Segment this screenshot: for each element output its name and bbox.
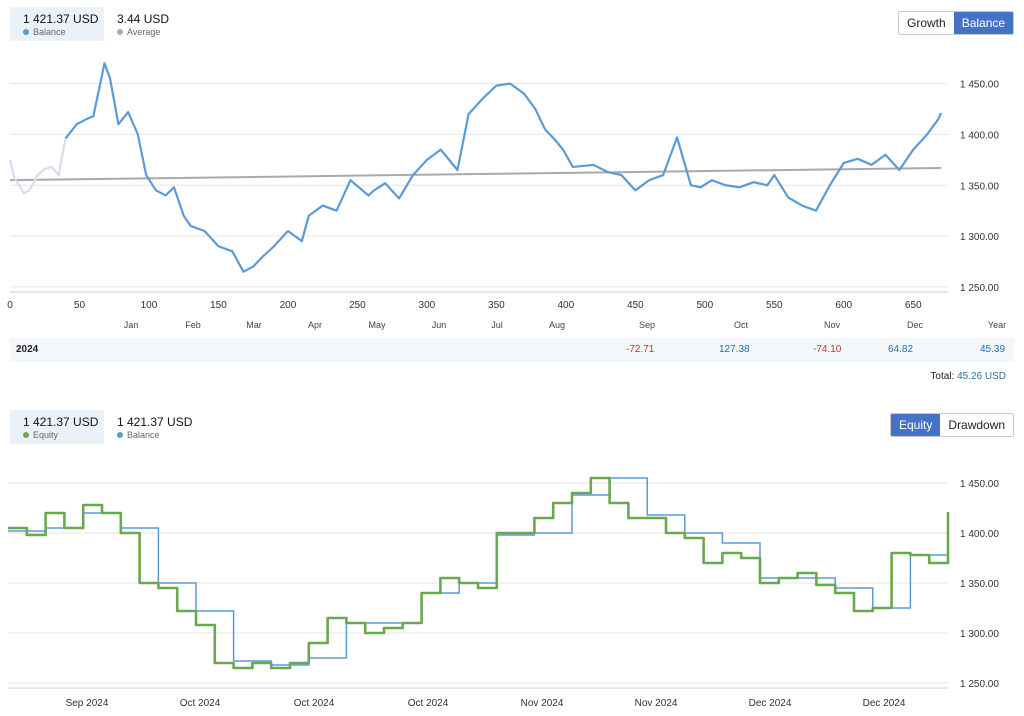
balance-chart: 1 250.00 1 300.00 1 350.00 1 400.00 1 450.00…: [7, 62, 1006, 330]
y-tick-label: 1 350.00: [960, 579, 999, 590]
balance2-dot-icon: [117, 431, 123, 438]
average-legend-value: 3.44 USD: [117, 12, 170, 26]
x-tick-label: 650: [905, 300, 922, 311]
month-label: Aug: [549, 320, 565, 330]
growth-balance-toggle: Growth Balance: [898, 11, 1015, 35]
x-date-label: Nov 2024: [521, 698, 564, 709]
month-label: Nov: [824, 320, 841, 330]
total-label: Total:: [930, 371, 955, 382]
x-date-label: Dec 2024: [863, 698, 906, 709]
y-tick-label: 1 450.00: [960, 80, 999, 91]
summary-dec-value: 64.82: [888, 344, 914, 355]
y-tick-label: 1 350.00: [960, 181, 999, 192]
average-dot-icon: [117, 28, 123, 35]
x-tick-label: 550: [766, 300, 783, 311]
average-line: [9, 166, 942, 182]
equity-chart: 1 250.00 1 300.00 1 350.00 1 400.00 1 450.00…: [8, 476, 999, 709]
total-value: 45.26 USD: [957, 371, 1006, 382]
balance-legend-value: 1 421.37 USD: [23, 12, 99, 26]
x-tick-label: 400: [558, 300, 575, 311]
month-label: Mar: [246, 320, 262, 330]
summary-year-value: 45.39: [980, 344, 1006, 355]
y-tick-label: 1 300.00: [960, 232, 999, 243]
y-tick-label: 1 250.00: [960, 679, 999, 690]
x-tick-label: 0: [7, 300, 13, 311]
y-tick-label: 1 400.00: [960, 130, 999, 141]
total-row: Total: 45.26 USD: [930, 371, 1006, 382]
month-label: Apr: [308, 320, 322, 330]
yearly-summary-row: 2024 -72.71 127.38 -74.10 64.82 45.39: [10, 338, 1014, 362]
x-date-label: Nov 2024: [635, 698, 678, 709]
equity-drawdown-toggle: Equity Drawdown: [890, 413, 1015, 437]
month-label: Sep: [639, 320, 655, 330]
equity-legend-item[interactable]: 1 421.37 USD Equity: [10, 410, 104, 444]
balance-legend-label: Balance: [33, 27, 66, 37]
y-tick-label: 1 450.00: [960, 479, 999, 490]
x-tick-label: 50: [74, 300, 86, 311]
month-label: Jan: [124, 320, 139, 330]
summary-nov-value: -74.10: [813, 344, 842, 355]
summary-year-label: 2024: [16, 344, 39, 355]
equity-legend-label: Equity: [33, 430, 59, 440]
balance-line: [64, 62, 943, 273]
growth-button[interactable]: Growth: [899, 12, 954, 34]
balance2-legend-label: Balance: [127, 430, 160, 440]
x-tick-label: 450: [627, 300, 644, 311]
month-label: Dec: [907, 320, 924, 330]
average-legend-label: Average: [127, 27, 161, 37]
balance-line-faded: [8, 138, 67, 195]
equity-dot-icon: [23, 431, 29, 438]
month-label: Feb: [185, 320, 201, 330]
balance-step-line: [8, 477, 949, 666]
month-label: Year: [988, 320, 1006, 330]
y-tick-label: 1 400.00: [960, 529, 999, 540]
month-label: Jul: [491, 320, 503, 330]
x-tick-label: 500: [696, 300, 713, 311]
x-date-label: Dec 2024: [749, 698, 792, 709]
balance2-legend-item[interactable]: 1 421.37 USD Balance: [106, 410, 196, 444]
x-tick-label: 100: [141, 300, 158, 311]
balance-legend-item[interactable]: 1 421.37 USD Balance: [10, 7, 104, 41]
average-legend-item[interactable]: 3.44 USD Average: [106, 7, 186, 41]
summary-oct-value: 127.38: [719, 344, 750, 355]
summary-sep-value: -72.71: [626, 344, 655, 355]
month-label: Oct: [734, 320, 749, 330]
drawdown-button[interactable]: Drawdown: [940, 414, 1014, 436]
y-tick-label: 1 250.00: [960, 283, 999, 294]
month-label: May: [368, 320, 386, 330]
x-date-label: Sep 2024: [66, 698, 109, 709]
x-tick-label: 300: [419, 300, 436, 311]
equity-button[interactable]: Equity: [891, 414, 941, 436]
x-tick-label: 200: [280, 300, 297, 311]
x-date-label: Oct 2024: [408, 698, 449, 709]
balance-dot-icon: [23, 28, 29, 35]
x-tick-label: 150: [210, 300, 227, 311]
x-date-label: Oct 2024: [180, 698, 221, 709]
x-tick-label: 350: [488, 300, 505, 311]
x-date-label: Oct 2024: [294, 698, 335, 709]
y-tick-label: 1 300.00: [960, 629, 999, 640]
equity-step-line: [8, 476, 950, 670]
month-label: Jun: [432, 320, 447, 330]
balance-button[interactable]: Balance: [953, 12, 1014, 34]
balance2-legend-value: 1 421.37 USD: [117, 415, 193, 429]
x-tick-label: 600: [835, 300, 852, 311]
equity-legend-value: 1 421.37 USD: [23, 415, 99, 429]
x-tick-label: 250: [349, 300, 366, 311]
